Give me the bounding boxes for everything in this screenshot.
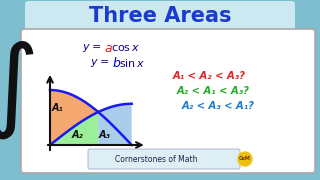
Text: $y = $: $y = $ xyxy=(82,42,101,54)
Text: A₂ < A₃ < A₁?: A₂ < A₃ < A₁? xyxy=(182,101,255,111)
Text: A₁ < A₂ < A₃?: A₁ < A₂ < A₃? xyxy=(173,71,246,81)
Text: Three Areas: Three Areas xyxy=(89,6,231,26)
Text: $\cos x$: $\cos x$ xyxy=(111,43,140,53)
Text: A₂: A₂ xyxy=(71,130,83,140)
FancyBboxPatch shape xyxy=(25,1,295,31)
Text: $y = $: $y = $ xyxy=(90,57,109,69)
FancyBboxPatch shape xyxy=(21,29,315,173)
Text: A₃: A₃ xyxy=(99,130,110,140)
Text: CoM: CoM xyxy=(239,156,251,161)
Circle shape xyxy=(238,152,252,166)
Text: $a$: $a$ xyxy=(104,42,113,55)
Text: A₂ < A₁ < A₃?: A₂ < A₁ < A₃? xyxy=(177,86,250,96)
Polygon shape xyxy=(50,112,98,145)
Text: A₁: A₁ xyxy=(52,103,64,113)
Text: $b$: $b$ xyxy=(112,56,121,70)
FancyBboxPatch shape xyxy=(88,149,240,169)
Text: Cornerstones of Math: Cornerstones of Math xyxy=(115,154,197,163)
Polygon shape xyxy=(98,104,132,145)
Polygon shape xyxy=(50,90,98,145)
Text: $\int$: $\int$ xyxy=(0,39,35,141)
Text: $\sin x$: $\sin x$ xyxy=(119,57,145,69)
